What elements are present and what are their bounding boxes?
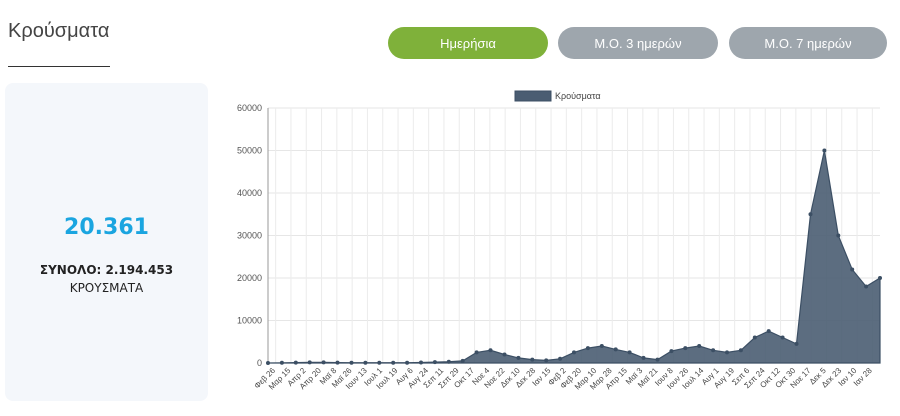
data-point xyxy=(474,350,479,355)
page-title: Κρούσματα xyxy=(8,20,110,42)
data-point xyxy=(711,348,716,353)
cases-label: ΚΡΟΥΣΜΑΤΑ xyxy=(69,281,144,295)
legend-swatch xyxy=(514,90,552,102)
data-point xyxy=(752,335,757,340)
y-tick-label: 0 xyxy=(257,358,262,368)
data-point xyxy=(613,347,618,352)
data-point xyxy=(293,360,298,365)
data-point xyxy=(335,360,340,365)
data-point xyxy=(878,276,882,280)
data-point xyxy=(460,358,465,363)
title-underline xyxy=(8,66,110,67)
data-point xyxy=(836,233,841,238)
cases-chart: 0 10000 20000 30000 40000 50000 60000 Φεβ 26 Μαρ… xyxy=(210,85,900,411)
data-point xyxy=(627,350,632,355)
data-point xyxy=(599,344,604,348)
y-tick-label: 50000 xyxy=(237,146,262,156)
data-point xyxy=(558,356,563,361)
y-tick-label: 20000 xyxy=(237,273,262,283)
data-point xyxy=(697,344,702,348)
data-point xyxy=(405,360,410,365)
data-point xyxy=(544,358,549,363)
data-point xyxy=(321,360,326,365)
y-tick-label: 30000 xyxy=(237,231,262,241)
data-point xyxy=(363,360,368,365)
series-area xyxy=(267,150,881,364)
data-point xyxy=(432,360,437,365)
data-point xyxy=(655,357,660,362)
data-point xyxy=(266,361,270,365)
data-point xyxy=(780,335,785,340)
data-point xyxy=(446,359,451,364)
data-point xyxy=(766,329,771,334)
data-point xyxy=(530,357,535,362)
data-point xyxy=(683,346,688,351)
data-point xyxy=(516,355,521,360)
data-point xyxy=(307,360,312,365)
data-point xyxy=(864,284,869,289)
data-point xyxy=(725,350,729,355)
y-tick-label: 60000 xyxy=(237,103,262,113)
data-point xyxy=(488,348,493,353)
legend-label: Κρούσματα xyxy=(555,91,601,101)
data-point xyxy=(669,349,674,354)
data-point xyxy=(377,360,382,365)
avg-7-days-button[interactable]: Μ.Ο. 7 ημερών xyxy=(729,27,887,59)
data-point xyxy=(502,352,507,357)
data-point xyxy=(850,267,855,272)
avg-3-days-button[interactable]: Μ.Ο. 3 ημερών xyxy=(558,27,718,59)
data-point xyxy=(419,360,423,365)
data-point xyxy=(794,341,799,346)
data-point xyxy=(572,350,576,355)
data-point xyxy=(641,355,646,360)
data-point xyxy=(279,360,284,365)
data-point xyxy=(822,148,827,153)
y-tick-label: 10000 xyxy=(237,316,262,326)
summary-card: 20.361 ΣΥΝΟΛΟ: 2.194.453 ΚΡΟΥΣΜΑΤΑ xyxy=(5,83,208,401)
x-tick-label: Ιαν 28 xyxy=(852,366,874,388)
total-cases-line: ΣΥΝΟΛΟ: 2.194.453 xyxy=(39,263,174,277)
y-tick-label: 40000 xyxy=(237,188,262,198)
data-point xyxy=(391,360,396,365)
data-point xyxy=(808,212,813,217)
data-point xyxy=(738,348,743,353)
daily-cases-value: 20.361 xyxy=(64,215,149,240)
data-point xyxy=(349,360,354,365)
daily-button[interactable]: Ημερήσια xyxy=(388,27,548,59)
data-point xyxy=(585,346,590,351)
